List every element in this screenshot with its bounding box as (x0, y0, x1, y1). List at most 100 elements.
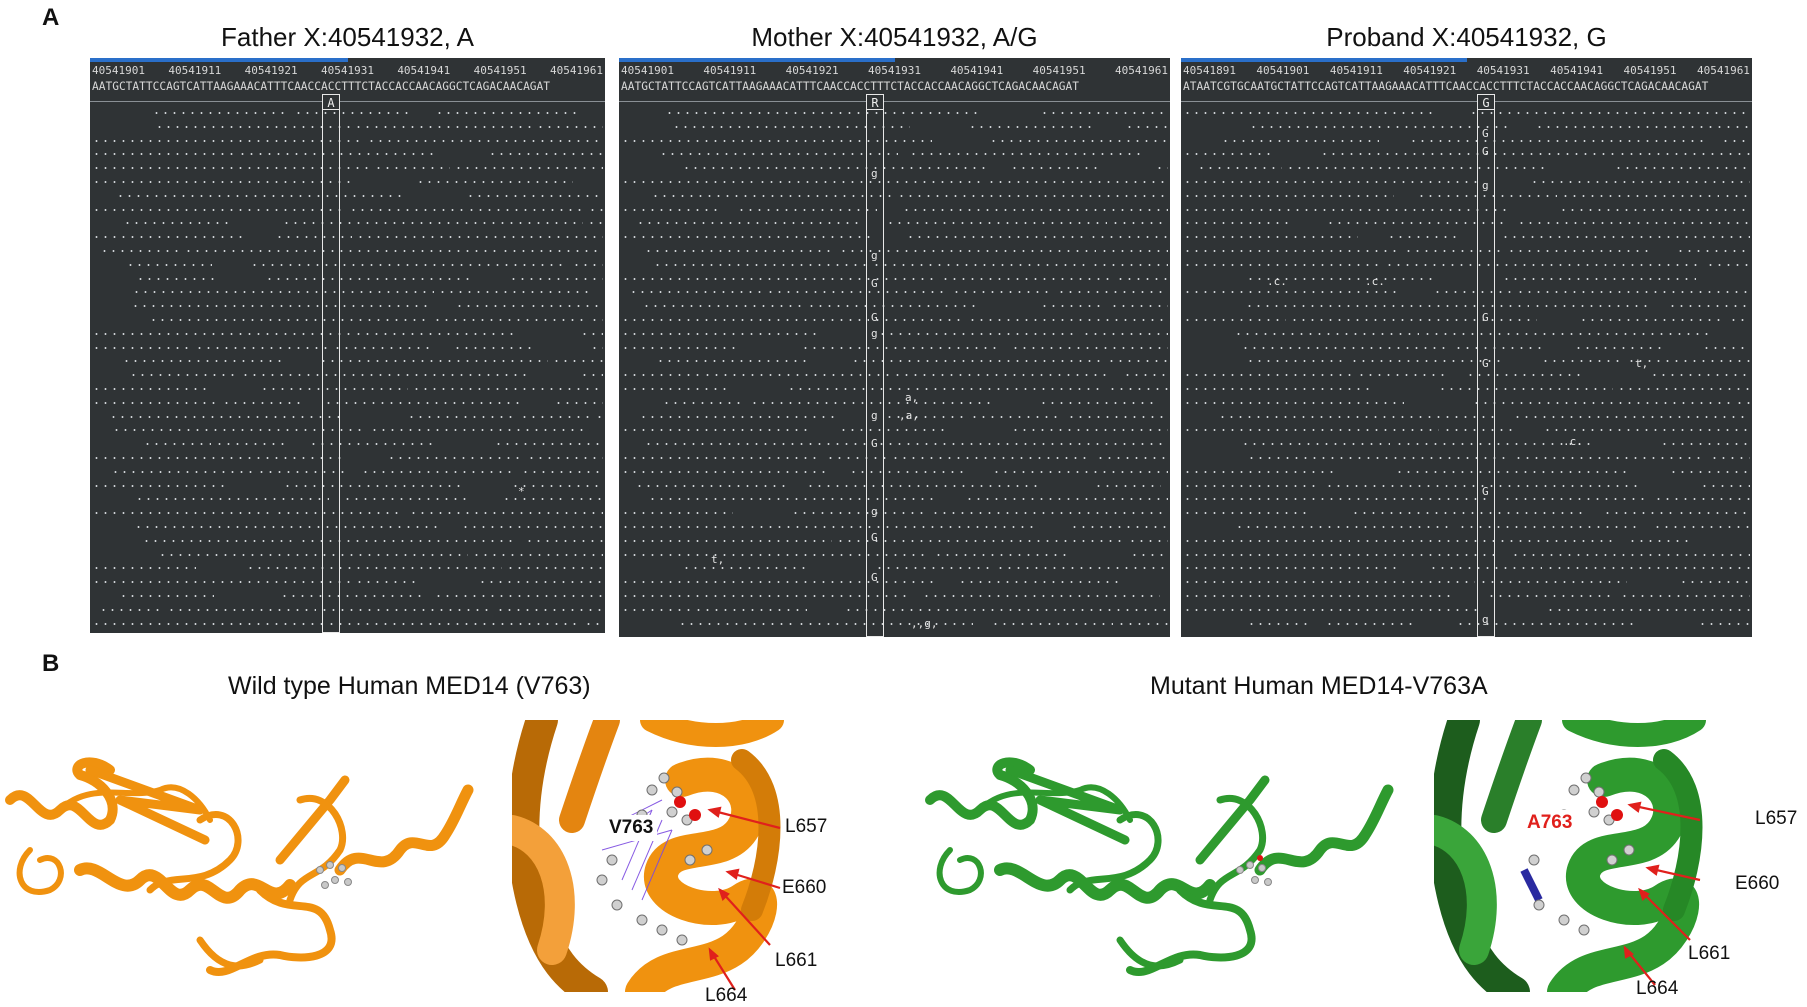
aligned-read (588, 208, 603, 211)
aligned-read (644, 443, 874, 446)
aligned-read (1669, 470, 1750, 473)
aligned-read (749, 401, 995, 404)
aligned-read (902, 208, 1168, 211)
aligned-read (275, 236, 353, 239)
read-pileup (1181, 104, 1752, 637)
read-call: * (518, 485, 525, 498)
aligned-read (1183, 194, 1395, 197)
aligned-read (1512, 415, 1750, 418)
aligned-read (1618, 153, 1750, 156)
aligned-read (1183, 263, 1382, 266)
variant-base-label: G (1477, 94, 1495, 110)
aligned-read (1183, 581, 1475, 584)
aligned-read (100, 250, 181, 252)
aligned-read (1247, 622, 1313, 625)
aligned-read (349, 208, 463, 211)
aligned-read (1244, 305, 1530, 308)
aligned-read (293, 112, 413, 114)
ruler-tick-label: 40541961 (1114, 64, 1168, 77)
aligned-read (1183, 484, 1322, 487)
read-pileup (90, 104, 605, 633)
aligned-read (1735, 401, 1750, 404)
aligned-read (621, 277, 937, 280)
aligned-read (281, 222, 584, 225)
aligned-read (967, 125, 1092, 128)
aligned-read (1183, 470, 1335, 473)
aligned-read (621, 470, 828, 473)
aligned-read (1129, 553, 1168, 556)
read-call: G (1482, 311, 1489, 324)
ruler-tick-label: 40541911 (168, 64, 222, 77)
aligned-read (1010, 167, 1097, 170)
aligned-read (496, 608, 603, 611)
wild-type-label-e660: E660 (782, 877, 827, 898)
aligned-read (184, 250, 497, 252)
mutant-label-arrows (1623, 801, 1701, 986)
mother-track-title: Mother X:40541932, A/G (751, 22, 1038, 52)
aligned-read (535, 125, 603, 128)
reference-sequence: AATGCTATTCCAGTCATTAAGAAACATTTCAACCACCTTT… (621, 80, 1080, 93)
aligned-read (1154, 167, 1168, 170)
aligned-read (1067, 415, 1168, 418)
aligned-read (872, 319, 965, 321)
aligned-read (989, 139, 1168, 142)
ruler-tick-label: 40541901 (92, 64, 145, 77)
aligned-read (453, 346, 533, 349)
aligned-read (355, 581, 417, 584)
aligned-read (493, 443, 603, 446)
aligned-read (1676, 250, 1750, 252)
aligned-read (875, 567, 993, 570)
aligned-read (682, 567, 806, 570)
aligned-read (520, 415, 591, 418)
aligned-read (638, 415, 841, 418)
aligned-read (922, 595, 1160, 597)
aligned-read (1438, 388, 1613, 390)
aligned-read (1649, 374, 1750, 377)
aligned-read (1151, 608, 1168, 611)
aligned-read (1324, 622, 1414, 625)
aligned-read (1502, 498, 1651, 501)
aligned-read (526, 457, 603, 459)
aligned-read (92, 457, 343, 459)
aligned-read (92, 167, 370, 170)
aligned-read (1091, 263, 1168, 266)
aligned-read (694, 608, 807, 611)
aligned-read (1546, 567, 1750, 570)
aligned-read (1350, 512, 1583, 515)
aligned-read (320, 608, 493, 611)
ruler-tick-label: 40541931 (867, 64, 921, 77)
aligned-read (1110, 305, 1168, 308)
aligned-read (1056, 291, 1168, 294)
aligned-read (1183, 319, 1287, 321)
read-call: .c. (1563, 435, 1583, 448)
aligned-read (964, 498, 1168, 501)
aligned-read (1710, 457, 1750, 459)
ruler-tick-label: 40541911 (703, 64, 757, 77)
aligned-read (1241, 346, 1450, 349)
aligned-read (1122, 374, 1168, 377)
igv-position-bar (90, 58, 348, 62)
aligned-read (432, 319, 586, 321)
aligned-read (1183, 539, 1351, 542)
aligned-read (1626, 360, 1750, 363)
igv-position-bar (619, 58, 895, 62)
aligned-read (259, 388, 408, 390)
read-call: G (871, 277, 878, 290)
aligned-read (621, 553, 931, 556)
aligned-read (893, 374, 1111, 377)
ruler-tick-label: 40541931 (320, 64, 374, 77)
aligned-read (135, 277, 219, 280)
aligned-read (279, 595, 423, 597)
aligned-read (434, 112, 580, 114)
aligned-read (1183, 388, 1374, 390)
aligned-read (647, 498, 934, 501)
aligned-read (621, 181, 754, 183)
aligned-read (1183, 512, 1309, 515)
aligned-read (677, 622, 794, 625)
aligned-read (1559, 208, 1750, 211)
aligned-read (1030, 581, 1125, 584)
panel-a-letter: A (42, 4, 60, 31)
aligned-read (628, 291, 763, 294)
aligned-read (1183, 112, 1433, 114)
aligned-read (249, 263, 568, 266)
